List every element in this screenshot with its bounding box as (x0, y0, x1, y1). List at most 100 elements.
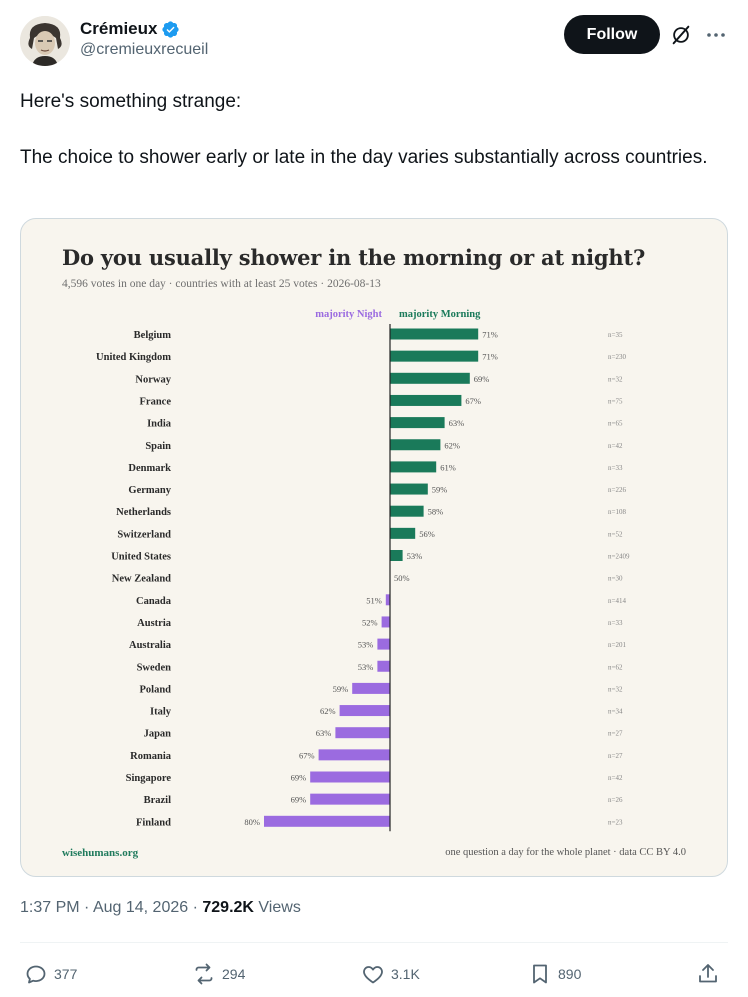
sample-size-label: n=226 (608, 486, 626, 494)
bar-value-label: 69% (474, 374, 490, 384)
country-label: Spain (145, 441, 171, 452)
reply-button[interactable]: 377 (24, 958, 77, 990)
like-button[interactable]: 3.1K (361, 958, 420, 990)
sample-size-label: n=33 (608, 464, 623, 472)
sample-size-label: n=30 (608, 575, 623, 583)
bar-morning (390, 439, 441, 451)
bar-morning (390, 350, 479, 362)
bar-value-label: 67% (465, 396, 481, 406)
bar-value-label: 51% (366, 595, 382, 605)
bar-value-label: 58% (428, 507, 444, 517)
repost-button[interactable]: 294 (192, 958, 245, 990)
bar-value-label: 62% (320, 706, 336, 716)
bar-morning (390, 550, 403, 561)
bar-night (310, 793, 390, 805)
bar-morning (390, 372, 470, 384)
sample-size-label: n=65 (608, 420, 623, 428)
country-label: France (140, 396, 172, 407)
sample-size-label: n=230 (608, 353, 626, 361)
action-bar: 377 294 3.1K 890 (20, 958, 728, 990)
sample-size-label: n=32 (608, 375, 623, 383)
sample-size-label: n=201 (608, 641, 626, 649)
sample-size-label: n=42 (608, 774, 623, 782)
bar-value-label: 69% (291, 773, 307, 783)
sample-size-label: n=62 (608, 663, 623, 671)
sample-size-label: n=35 (608, 331, 623, 339)
post-date[interactable]: Aug 14, 2026 (92, 899, 189, 916)
bar-value-label: 63% (449, 418, 465, 428)
reply-icon (26, 965, 46, 984)
country-label: Canada (136, 596, 172, 607)
repost-icon (195, 963, 213, 985)
verified-badge-icon[interactable] (161, 20, 180, 39)
bar-morning (390, 394, 462, 406)
post-header: Crémieux @cremieuxrecueil Follow (20, 14, 728, 68)
grok-icon[interactable] (670, 24, 692, 46)
bar-value-label: 71% (482, 352, 498, 362)
bar-morning (390, 328, 479, 340)
bar-morning (390, 527, 416, 539)
country-label: Belgium (134, 330, 172, 341)
views-count: 729.2K (202, 899, 254, 916)
post-time[interactable]: 1:37 PM (20, 899, 80, 916)
follow-button[interactable]: Follow (564, 15, 660, 54)
bar-morning (390, 417, 445, 429)
bookmark-button[interactable]: 890 (528, 958, 581, 990)
country-label: Switzerland (117, 529, 171, 540)
chart-footer-note: one question a day for the whole planet … (445, 847, 686, 858)
sample-size-label: n=414 (608, 597, 626, 605)
chart-footer-source: wisehumans.org (62, 847, 139, 859)
country-label: New Zealand (112, 574, 171, 585)
legend-night: majority Night (315, 309, 382, 320)
handle[interactable]: @cremieuxrecueil (80, 41, 209, 58)
bar-value-label: 61% (440, 462, 456, 472)
display-name[interactable]: Crémieux (80, 19, 158, 38)
country-label: Germany (128, 485, 171, 496)
bar-value-label: 59% (333, 684, 349, 694)
bar-value-label: 59% (432, 485, 448, 495)
bar-morning (390, 461, 437, 473)
sample-size-label: n=108 (608, 508, 626, 516)
user-block: Crémieux @cremieuxrecueil (80, 19, 208, 59)
post-media-chart[interactable]: Do you usually shower in the morning or … (20, 218, 728, 877)
bar-night (377, 660, 390, 672)
display-name-row: Crémieux (80, 19, 208, 39)
bookmark-count: 890 (558, 966, 582, 982)
country-label: Austria (137, 618, 172, 629)
country-label: Norway (135, 374, 171, 385)
bar-chart: majority Night majority Morning Belgium 71%… (96, 309, 630, 832)
divider (20, 942, 728, 943)
sample-size-label: n=34 (608, 708, 623, 716)
bar-morning (390, 483, 428, 495)
more-icon[interactable] (704, 23, 728, 47)
bar-night (310, 771, 390, 783)
share-icon (699, 964, 717, 983)
avatar-portrait-icon (20, 16, 70, 66)
country-label: Denmark (128, 463, 171, 474)
share-button[interactable] (696, 958, 720, 990)
meta-separator: · (192, 899, 203, 916)
reply-count: 377 (54, 966, 78, 982)
country-label: Singapore (126, 773, 172, 784)
bar-morning (390, 505, 424, 517)
like-count: 3.1K (391, 966, 420, 982)
country-label: United Kingdom (96, 352, 171, 363)
bar-night (318, 749, 390, 761)
sample-size-label: n=27 (608, 752, 623, 760)
views-label: Views (258, 899, 301, 916)
bar-night (385, 594, 390, 606)
sample-size-label: n=23 (608, 818, 623, 826)
bar-value-label: 50% (394, 573, 410, 583)
sample-size-label: n=32 (608, 685, 623, 693)
sample-size-label: n=42 (608, 442, 623, 450)
country-label: Poland (139, 684, 171, 695)
avatar[interactable] (20, 16, 70, 66)
legend-morning: majority Morning (399, 309, 481, 320)
post-text-line-2: The choice to shower early or late in th… (20, 147, 708, 168)
sample-size-label: n=2409 (608, 553, 630, 561)
bar-value-label: 52% (362, 617, 378, 627)
chart-title: Do you usually shower in the morning or … (62, 245, 646, 270)
post-text-line-1: Here's something strange: (20, 91, 242, 112)
country-label: Japan (144, 729, 172, 740)
bar-value-label: 53% (407, 551, 423, 561)
